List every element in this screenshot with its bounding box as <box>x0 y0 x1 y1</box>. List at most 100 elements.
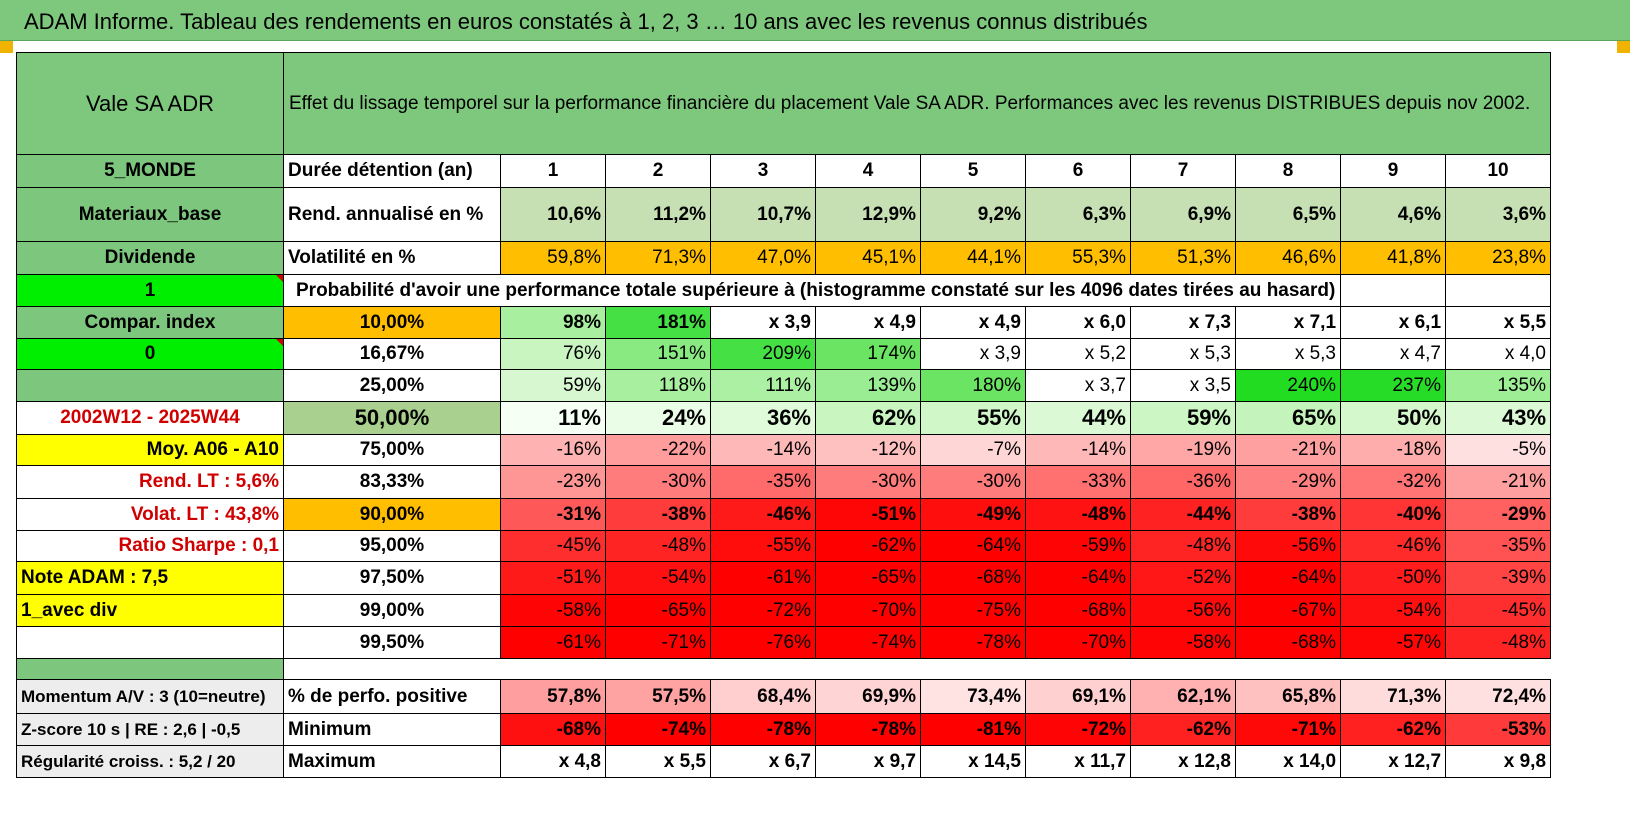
performance-cell: 237% <box>1340 369 1447 402</box>
probability-threshold: 10,00% <box>283 306 501 339</box>
performance-cell: x 7,1 <box>1234 306 1342 339</box>
performance-cell: 59% <box>500 369 606 402</box>
performance-cell: -30% <box>815 465 921 499</box>
corner-marker-right <box>1617 41 1630 53</box>
year-header: 8 <box>1234 154 1342 188</box>
performance-cell: -46% <box>710 498 816 531</box>
positive-cell: 57,5% <box>605 679 711 714</box>
annualized-return-cell: 10,7% <box>710 187 816 242</box>
minimum-cell: -62% <box>1340 713 1447 746</box>
maximum-cell: x 6,7 <box>710 745 816 778</box>
volatility-cell: 71,3% <box>605 241 711 275</box>
performance-cell: 76% <box>500 338 606 370</box>
performance-cell: x 3,5 <box>1130 369 1236 402</box>
probability-threshold: 99,50% <box>283 626 501 659</box>
performance-cell: -5% <box>1445 434 1552 466</box>
performance-cell: -45% <box>1445 594 1552 627</box>
performance-cell: x 5,3 <box>1234 338 1342 370</box>
year-header: 4 <box>815 154 921 188</box>
performance-cell: -55% <box>710 530 816 562</box>
performance-cell: -38% <box>1234 498 1342 531</box>
minimum-label: Minimum <box>283 713 501 746</box>
period-label: 2002W12 - 2025W44 <box>16 401 284 435</box>
positive-cell: 62,1% <box>1130 679 1236 714</box>
performance-cell: -54% <box>1340 594 1447 627</box>
performance-cell: x 5,5 <box>1445 306 1552 339</box>
sector-label: Materiaux_base <box>16 187 284 242</box>
annualized-return-label: Rend. annualisé en % <box>283 187 501 242</box>
maximum-cell: x 11,7 <box>1025 745 1131 778</box>
empty-label <box>16 369 284 402</box>
performance-cell: -56% <box>1130 594 1236 627</box>
minimum-cell: -74% <box>605 713 711 746</box>
year-header: 9 <box>1340 154 1447 188</box>
performance-cell: -48% <box>605 530 711 562</box>
performance-cell: 209% <box>710 338 816 370</box>
returns-table: Vale SA ADR Effet du lissage temporel su… <box>16 52 1552 778</box>
probability-threshold: 99,00% <box>283 594 501 627</box>
report-banner: ADAM Informe. Tableau des rendements en … <box>0 0 1630 41</box>
performance-cell: -64% <box>1025 561 1131 595</box>
maximum-cell: x 5,5 <box>605 745 711 778</box>
positive-cell: 68,4% <box>710 679 816 714</box>
volatility-cell: 51,3% <box>1130 241 1236 275</box>
report-title: ADAM Informe. Tableau des rendements en … <box>24 9 1148 34</box>
maximum-label: Maximum <box>283 745 501 778</box>
performance-cell: 118% <box>605 369 711 402</box>
performance-cell: -62% <box>815 530 921 562</box>
performance-cell: -16% <box>500 434 606 466</box>
performance-cell: -68% <box>920 561 1026 595</box>
maximum-cell: x 9,7 <box>815 745 921 778</box>
performance-cell: 240% <box>1234 369 1342 402</box>
probability-threshold: 16,67% <box>283 338 501 370</box>
compar-index-label: Compar. index <box>16 306 284 339</box>
performance-cell: -29% <box>1234 465 1342 499</box>
probability-threshold: 75,00% <box>283 434 501 466</box>
table-description: Effet du lissage temporel sur la perform… <box>282 52 1552 155</box>
probability-threshold: 25,00% <box>283 369 501 402</box>
annualized-return-cell: 6,3% <box>1025 187 1131 242</box>
performance-cell: -49% <box>920 498 1026 531</box>
performance-cell: -12% <box>815 434 921 466</box>
performance-cell: -70% <box>1025 626 1131 659</box>
year-header: 3 <box>710 154 816 188</box>
year-header: 10 <box>1445 154 1552 188</box>
year-header: 5 <box>920 154 1026 188</box>
performance-cell: 174% <box>815 338 921 370</box>
annualized-return-cell: 10,6% <box>500 187 606 242</box>
performance-cell: -65% <box>605 594 711 627</box>
performance-cell: x 4,9 <box>920 306 1026 339</box>
positive-cell: 72,4% <box>1445 679 1552 714</box>
performance-cell: -56% <box>1234 530 1342 562</box>
minimum-cell: -78% <box>710 713 816 746</box>
maximum-cell: x 14,5 <box>920 745 1026 778</box>
corner-marker-left <box>0 41 13 53</box>
performance-cell: -57% <box>1340 626 1447 659</box>
performance-cell: -52% <box>1130 561 1236 595</box>
performance-cell: -30% <box>920 465 1026 499</box>
performance-cell: 43% <box>1445 401 1552 435</box>
performance-cell: -33% <box>1025 465 1131 499</box>
performance-cell: x 4,0 <box>1445 338 1552 370</box>
separator-bar <box>16 658 284 680</box>
long-term-volatility: Volat. LT : 43,8% <box>16 498 284 531</box>
positive-cell: 69,1% <box>1025 679 1131 714</box>
volatility-cell: 55,3% <box>1025 241 1131 275</box>
positive-cell: 71,3% <box>1340 679 1447 714</box>
performance-cell: -61% <box>500 626 606 659</box>
performance-cell: -45% <box>500 530 606 562</box>
separator <box>282 658 1551 680</box>
performance-cell: -75% <box>920 594 1026 627</box>
probability-threshold: 83,33% <box>283 465 501 499</box>
positive-cell: 65,8% <box>1234 679 1342 714</box>
performance-cell: x 3,7 <box>1025 369 1131 402</box>
minimum-cell: -78% <box>815 713 921 746</box>
maximum-cell: x 4,8 <box>500 745 606 778</box>
performance-cell: -61% <box>710 561 816 595</box>
performance-cell: -48% <box>1130 530 1236 562</box>
probability-title: Probabilité d'avoir une performance tota… <box>282 274 1342 307</box>
volatility-cell: 46,6% <box>1234 241 1342 275</box>
performance-cell: -59% <box>1025 530 1131 562</box>
empty-label <box>16 626 284 659</box>
region-label: 5_MONDE <box>16 154 284 188</box>
